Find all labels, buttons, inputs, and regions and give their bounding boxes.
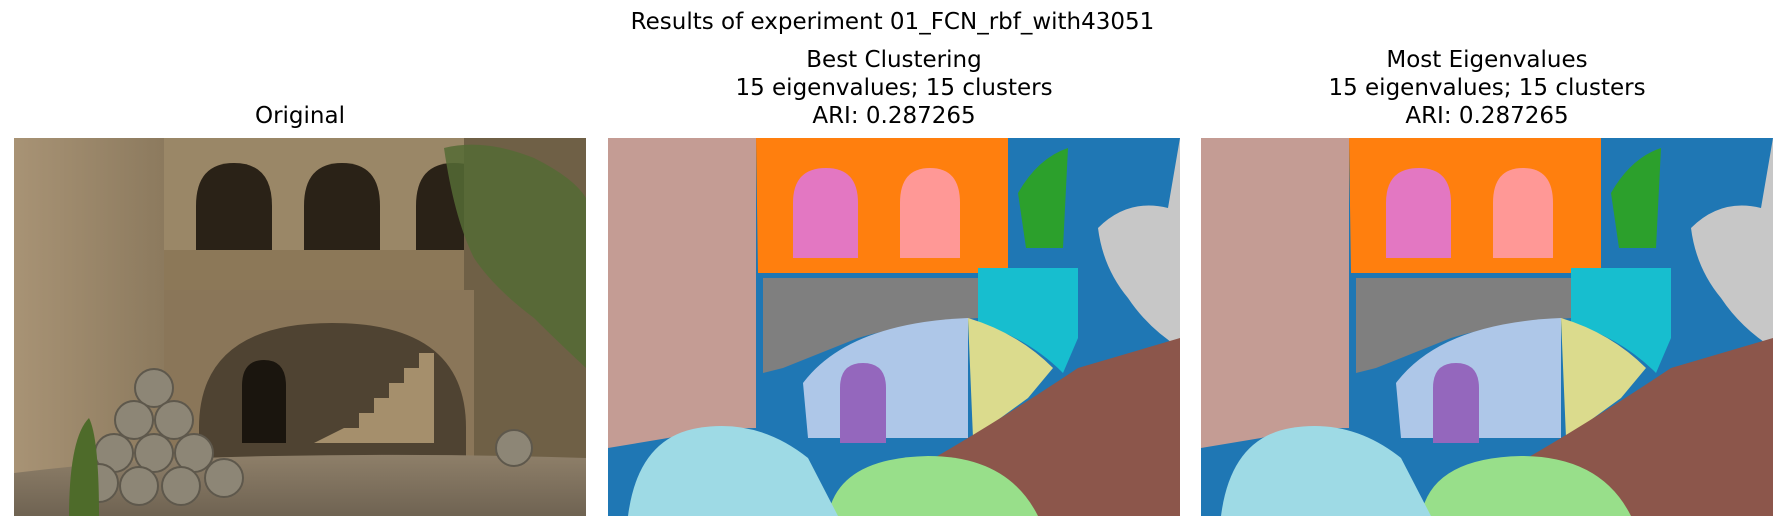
best-clustering-panel (608, 138, 1180, 516)
best-title-line-3: ARI: 0.287265 (812, 103, 976, 129)
original-panel-title: Original (14, 102, 586, 130)
most-title-line-3: ARI: 0.287265 (1405, 103, 1569, 129)
best-clustering-panel-title: Best Clustering 15 eigenvalues; 15 clust… (608, 46, 1180, 130)
most-title-line-2: 15 eigenvalues; 15 clusters (1328, 75, 1646, 101)
best-clustering-segmentation (608, 138, 1180, 516)
original-title-line: Original (254, 103, 345, 129)
original-image-panel (14, 138, 586, 516)
figure-suptitle: Results of experiment 01_FCN_rbf_with430… (630, 9, 1155, 35)
best-title-line-2: 15 eigenvalues; 15 clusters (735, 75, 1053, 101)
best-title-line-1: Best Clustering (806, 47, 982, 73)
most-eigenvalues-segmentation (1201, 138, 1773, 516)
most-title-line-1: Most Eigenvalues (1386, 47, 1588, 73)
most-eigenvalues-panel-title: Most Eigenvalues 15 eigenvalues; 15 clus… (1201, 46, 1773, 130)
original-photo (14, 138, 586, 516)
most-eigenvalues-panel (1201, 138, 1773, 516)
